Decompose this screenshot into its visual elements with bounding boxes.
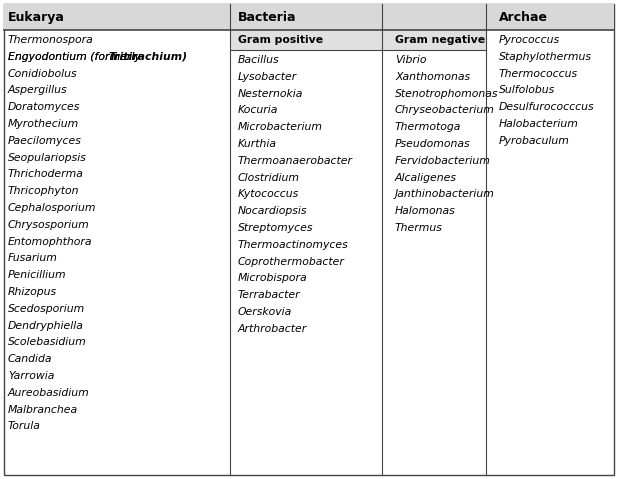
Text: Yarrowia: Yarrowia <box>8 371 54 381</box>
Text: Scolebasidium: Scolebasidium <box>8 337 87 347</box>
Text: Clostridium: Clostridium <box>238 172 300 182</box>
Text: Nocardiopsis: Nocardiopsis <box>238 206 308 216</box>
Text: Entomophthora: Entomophthora <box>8 237 93 247</box>
Text: Chrysosporium: Chrysosporium <box>8 220 90 230</box>
Text: Halobacterium: Halobacterium <box>499 119 579 129</box>
Text: Thermotoga: Thermotoga <box>395 122 462 132</box>
Text: Engyodontium (formerly ​Tritirachium​): Engyodontium (formerly ​Tritirachium​) <box>8 52 213 62</box>
Text: Nesternokia: Nesternokia <box>238 89 303 99</box>
Text: Tritirachium): Tritirachium) <box>108 52 187 62</box>
Text: Gram negative: Gram negative <box>395 35 485 45</box>
Text: Torula: Torula <box>8 422 41 432</box>
Text: Malbranchea: Malbranchea <box>8 405 78 415</box>
Text: Alcaligenes: Alcaligenes <box>395 172 457 182</box>
Text: Fusarium: Fusarium <box>8 253 58 263</box>
Text: Gram positive: Gram positive <box>238 35 323 45</box>
Text: Chryseobacterium: Chryseobacterium <box>395 105 495 115</box>
Bar <box>382 30 486 50</box>
Bar <box>4 4 230 30</box>
Text: Bacteria: Bacteria <box>238 11 297 23</box>
Text: Myrothecium: Myrothecium <box>8 119 79 129</box>
Text: Terrabacter: Terrabacter <box>238 290 300 300</box>
Text: Thermococcus: Thermococcus <box>499 68 578 79</box>
Text: Pseudomonas: Pseudomonas <box>395 139 471 149</box>
Text: Engyodontium (formerly: Engyodontium (formerly <box>8 52 144 62</box>
Text: Vibrio: Vibrio <box>395 55 426 65</box>
Text: Sulfolobus: Sulfolobus <box>499 85 555 95</box>
Text: Archae: Archae <box>499 11 548 23</box>
Text: Kocuria: Kocuria <box>238 105 278 115</box>
Text: Thrichoderma: Thrichoderma <box>8 170 84 180</box>
Bar <box>230 30 382 50</box>
Bar <box>230 4 486 30</box>
Text: Thermoanaerobacter: Thermoanaerobacter <box>238 156 353 166</box>
Text: Cephalosporium: Cephalosporium <box>8 203 96 213</box>
Text: Eukarya: Eukarya <box>8 11 65 23</box>
Bar <box>486 4 614 30</box>
Text: Paecilomyces: Paecilomyces <box>8 136 82 146</box>
Text: Halomonas: Halomonas <box>395 206 455 216</box>
Text: Oerskovia: Oerskovia <box>238 307 292 317</box>
Text: Janthinobacterium: Janthinobacterium <box>395 189 495 199</box>
Text: Microbispora: Microbispora <box>238 274 308 284</box>
Text: Thermonospora: Thermonospora <box>8 35 94 45</box>
Text: Arthrobacter: Arthrobacter <box>238 324 307 334</box>
Text: Engyodontium (formerly: Engyodontium (formerly <box>8 52 144 62</box>
Text: Dendryphiella: Dendryphiella <box>8 320 84 331</box>
Text: Doratomyces: Doratomyces <box>8 102 80 112</box>
Text: Microbacterium: Microbacterium <box>238 122 323 132</box>
Text: Bacillus: Bacillus <box>238 55 279 65</box>
Text: Penicillium: Penicillium <box>8 270 67 280</box>
Text: Candida: Candida <box>8 354 53 364</box>
Text: Thermus: Thermus <box>395 223 443 233</box>
Text: Scedosporium: Scedosporium <box>8 304 85 314</box>
Text: Coprothermobacter: Coprothermobacter <box>238 257 345 267</box>
Text: Lysobacter: Lysobacter <box>238 72 297 82</box>
Text: Pyrobaculum: Pyrobaculum <box>499 136 570 146</box>
Text: Staphylothermus: Staphylothermus <box>499 52 592 62</box>
Text: Streptomyces: Streptomyces <box>238 223 313 233</box>
Text: Thricophyton: Thricophyton <box>8 186 80 196</box>
Text: Xanthomonas: Xanthomonas <box>395 72 470 82</box>
Text: Aspergillus: Aspergillus <box>8 85 67 95</box>
Text: Fervidobacterium: Fervidobacterium <box>395 156 491 166</box>
Text: Kurthia: Kurthia <box>238 139 277 149</box>
Text: Thermoactinomyces: Thermoactinomyces <box>238 240 349 250</box>
Text: Pyrococcus: Pyrococcus <box>499 35 560 45</box>
Text: Stenotrophomonas: Stenotrophomonas <box>395 89 499 99</box>
Text: Desulfurococccus: Desulfurococccus <box>499 102 595 112</box>
Text: Seopulariopsis: Seopulariopsis <box>8 153 87 162</box>
Text: Rhizopus: Rhizopus <box>8 287 57 297</box>
Text: Aureobasidium: Aureobasidium <box>8 388 90 398</box>
Text: Kytococcus: Kytococcus <box>238 189 299 199</box>
Text: Conidiobolus: Conidiobolus <box>8 68 78 79</box>
